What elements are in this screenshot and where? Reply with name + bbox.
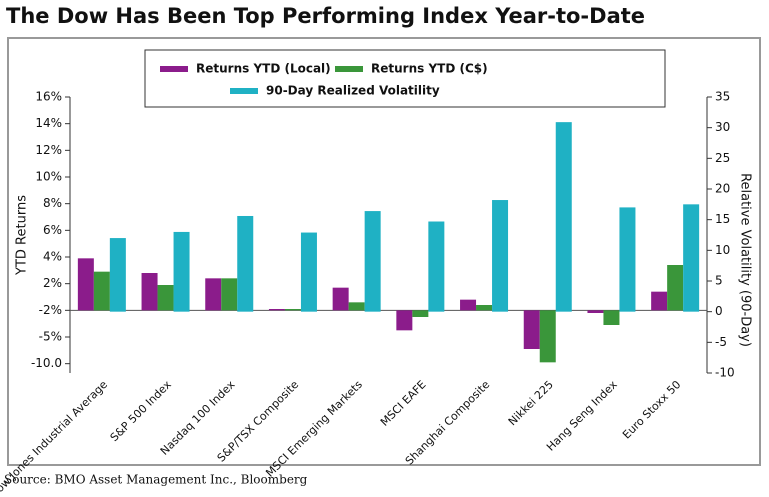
frame <box>7 37 761 466</box>
y2-tick-label: 10 <box>715 243 730 257</box>
y-tick-label: 6% <box>43 223 62 237</box>
bar <box>221 278 238 311</box>
bar <box>523 310 540 349</box>
bar <box>619 207 636 312</box>
legend-box <box>144 49 666 108</box>
x-tick-label: Nikkei 225 <box>506 378 556 428</box>
y2-tick-label: 5 <box>715 274 723 288</box>
bar <box>460 299 477 311</box>
x-tick-label: Hang Seng Index <box>544 378 620 454</box>
y2-axis-label: Relative Volatility (90-Day) <box>738 173 753 347</box>
y-tick-label: 12% <box>35 143 62 157</box>
bar <box>268 309 285 311</box>
bar <box>428 221 445 312</box>
y-tick-label: -5% <box>39 330 62 344</box>
legend-label: Returns YTD (C$) <box>371 62 488 76</box>
legend-label: Returns YTD (Local) <box>196 62 331 76</box>
x-tick-label: S&P 500 Index <box>108 378 174 444</box>
y-tick-label: 16% <box>35 90 62 104</box>
bar <box>492 200 509 312</box>
y2-tick-label: 20 <box>715 182 730 196</box>
bar <box>141 273 158 311</box>
y-tick-label: 10% <box>35 170 62 184</box>
y2-tick-label: -5 <box>715 335 727 349</box>
legend-label: 90-Day Realized Volatility <box>266 84 440 98</box>
y2-tick-label: -10 <box>715 366 735 380</box>
bar <box>587 310 604 313</box>
x-tick-label: MSCI EAFE <box>378 378 429 429</box>
y-tick-label: 14% <box>35 116 62 130</box>
source: Source: BMO Asset Management Inc., Bloom… <box>4 473 308 487</box>
bar <box>332 287 349 311</box>
y-axis-label: YTD Returns <box>15 195 30 276</box>
legend-swatch <box>230 88 258 94</box>
bar <box>476 305 493 311</box>
bar <box>237 215 254 312</box>
y-tick-label: -10.0 <box>31 356 62 370</box>
y-tick-label: 2% <box>43 276 62 290</box>
y-tick-label: 4% <box>43 250 62 264</box>
bar <box>412 310 429 317</box>
bar <box>284 309 301 311</box>
y-tick-label: 8% <box>43 196 62 210</box>
bar <box>651 291 668 311</box>
bar <box>300 232 317 312</box>
bar <box>93 271 110 311</box>
bar <box>539 310 556 363</box>
legend-swatch <box>160 66 188 72</box>
y2-tick-label: 25 <box>715 151 730 165</box>
bar <box>555 122 572 312</box>
y2-tick-label: 0 <box>715 304 723 318</box>
bar <box>603 310 620 325</box>
bar <box>667 265 684 311</box>
bar <box>364 211 381 312</box>
chart-title: The Dow Has Been Top Performing Index Ye… <box>6 4 645 28</box>
bar <box>173 231 190 312</box>
bar <box>77 258 94 311</box>
y2-tick-label: 35 <box>715 90 730 104</box>
y-tick-label: -2% <box>39 303 62 317</box>
bar <box>348 302 365 311</box>
bar <box>396 310 413 331</box>
bar <box>157 285 174 311</box>
y2-tick-label: 15 <box>715 212 730 226</box>
bar <box>205 278 222 311</box>
bar <box>683 204 700 312</box>
y2-tick-label: 30 <box>715 120 730 134</box>
bar <box>109 238 126 312</box>
legend-swatch <box>335 66 363 72</box>
x-tick-label: Euro Stoxx 50 <box>620 378 683 441</box>
